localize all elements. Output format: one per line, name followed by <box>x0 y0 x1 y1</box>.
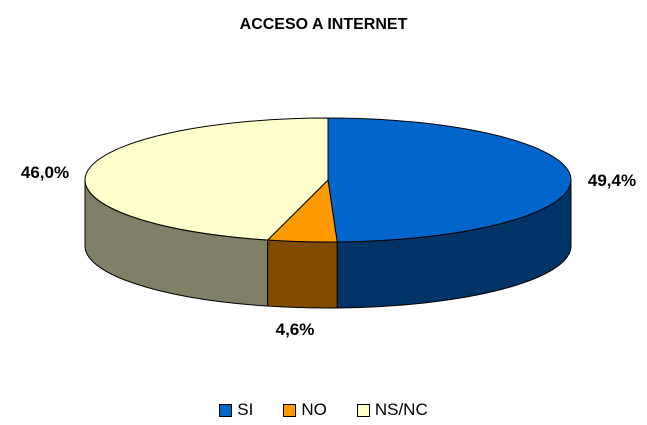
data-label-si: 49,4% <box>588 171 636 190</box>
legend-item-si: SI <box>219 400 253 420</box>
legend: SI NO NS/NC <box>0 400 647 420</box>
slice-nsnc <box>84 117 329 241</box>
legend-label-nsnc: NS/NC <box>374 400 428 419</box>
legend-swatch-si <box>219 403 233 417</box>
legend-swatch-no <box>283 403 297 417</box>
legend-label-no: NO <box>301 400 327 419</box>
chart-title: ACCESO A INTERNET <box>239 16 408 33</box>
slice-si <box>327 117 572 243</box>
legend-item-nsnc: NS/NC <box>356 400 428 420</box>
side-no <box>267 239 338 309</box>
legend-swatch-nsnc <box>356 403 370 417</box>
data-label-no: 4,6% <box>276 320 315 339</box>
legend-label-si: SI <box>237 400 254 419</box>
data-label-nsnc: 46,0% <box>21 163 69 182</box>
legend-item-no: NO <box>283 400 327 420</box>
